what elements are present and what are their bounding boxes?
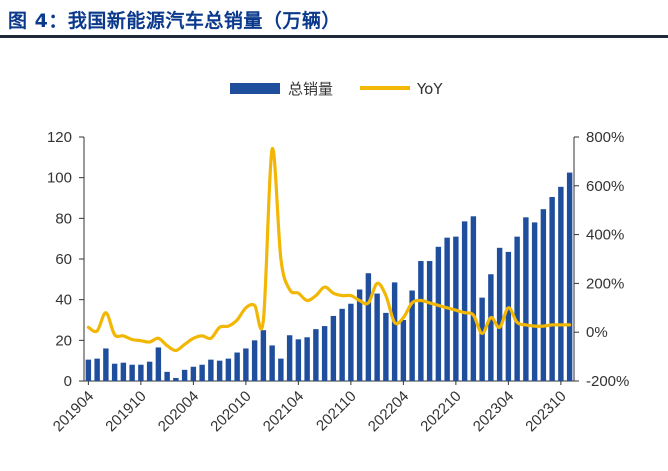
left-tick-label: 20 xyxy=(55,332,72,349)
right-tick-label: 600% xyxy=(586,178,624,195)
x-tick-label: 202210 xyxy=(417,388,464,435)
sales-bar xyxy=(321,326,328,381)
sales-bar xyxy=(418,261,424,381)
sales-bar xyxy=(540,209,547,381)
left-tick-label: 120 xyxy=(47,129,72,146)
line-series-yoy xyxy=(86,147,572,353)
sales-bar xyxy=(269,345,275,381)
sales-bar xyxy=(181,369,188,381)
sales-bar xyxy=(514,236,520,381)
sales-bar xyxy=(103,348,109,381)
right-tick-label: -200% xyxy=(586,373,629,390)
sales-bar xyxy=(383,312,389,381)
sales-bar xyxy=(278,358,284,381)
sales-bar xyxy=(505,251,512,381)
title-bar: 图 4：我国新能源汽车总销量（万辆） xyxy=(0,0,668,38)
x-tick-label: 202004 xyxy=(155,388,202,435)
sales-bar xyxy=(330,315,337,381)
sales-bar xyxy=(348,303,354,381)
sales-bar xyxy=(426,261,433,381)
sales-bar xyxy=(94,358,100,381)
sales-bar xyxy=(549,196,555,381)
sales-bar xyxy=(146,361,153,381)
legend-label-yoy: YoY xyxy=(416,80,443,98)
sales-bar xyxy=(391,282,398,381)
x-tick-label: 202110 xyxy=(313,388,360,435)
sales-bar xyxy=(120,362,127,381)
sales-bar xyxy=(409,290,415,381)
right-tick-label: 400% xyxy=(586,227,624,244)
right-tick-label: 0% xyxy=(586,324,608,341)
sales-bar xyxy=(470,216,477,381)
sales-bar xyxy=(173,377,179,381)
sales-bar xyxy=(225,358,232,381)
legend: 总销量 YoY xyxy=(230,80,443,98)
left-tick-label: 100 xyxy=(47,170,72,187)
x-tick-label: 202304 xyxy=(470,388,517,435)
sales-bar xyxy=(566,172,573,381)
sales-bar xyxy=(461,221,468,381)
sales-bar xyxy=(558,186,564,381)
x-tick-label: 202104 xyxy=(260,388,307,435)
sales-bar xyxy=(260,330,267,381)
right-tick-label: 200% xyxy=(586,275,624,292)
sales-bar xyxy=(164,371,170,381)
sales-bar xyxy=(295,339,302,381)
sales-bar xyxy=(129,364,135,381)
sales-bar xyxy=(304,337,310,381)
left-tick-label: 80 xyxy=(55,210,72,227)
bar-series-sales xyxy=(85,172,573,381)
sales-bar xyxy=(243,348,249,381)
sales-bar xyxy=(111,363,118,381)
sales-bar xyxy=(190,366,197,381)
sales-bar xyxy=(138,364,144,381)
sales-bar xyxy=(531,222,538,381)
sales-bar xyxy=(216,360,223,381)
legend-swatch-sales xyxy=(230,83,280,94)
left-tick-label: 60 xyxy=(55,251,72,268)
legend-label-sales: 总销量 xyxy=(288,80,333,98)
sales-bar xyxy=(496,247,503,381)
sales-bar xyxy=(356,289,363,381)
sales-bar xyxy=(155,347,162,381)
sales-bar xyxy=(339,308,345,381)
x-tick-label: 201910 xyxy=(102,388,149,435)
sales-bar xyxy=(479,297,485,381)
x-tick-label: 202204 xyxy=(365,388,412,435)
left-tick-label: 0 xyxy=(64,373,72,390)
left-tick-label: 40 xyxy=(55,292,72,309)
sales-bar xyxy=(251,340,258,381)
sales-bar xyxy=(523,217,529,381)
x-tick-label: 202310 xyxy=(522,388,569,435)
sales-bar xyxy=(488,274,494,381)
sales-bar xyxy=(365,273,372,381)
sales-bar xyxy=(374,293,380,381)
axes xyxy=(79,136,579,385)
sales-bar xyxy=(199,364,205,381)
sales-bar xyxy=(286,335,293,381)
sales-bar xyxy=(85,359,92,381)
right-tick-label: 800% xyxy=(586,129,624,146)
title-underline xyxy=(0,35,668,38)
sales-bar xyxy=(208,359,214,381)
chart-title: 图 4：我国新能源汽车总销量（万辆） xyxy=(8,10,341,32)
sales-bar xyxy=(313,329,319,381)
sales-bar xyxy=(234,352,240,381)
sales-bar xyxy=(435,246,442,381)
sales-bar xyxy=(400,320,407,381)
x-tick-label: 201904 xyxy=(50,388,97,435)
x-tick-label: 202010 xyxy=(207,388,254,435)
